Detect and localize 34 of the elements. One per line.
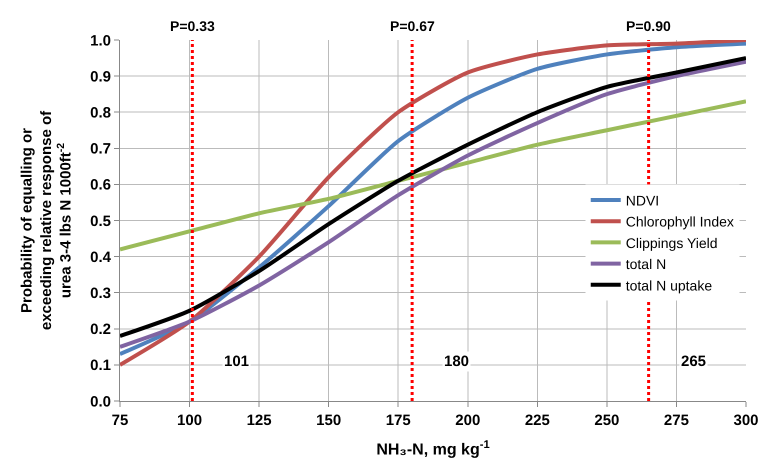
legend-label: Chlorophyll Index (626, 214, 734, 230)
annotation: P=0.90 (626, 18, 671, 34)
x-tick-label: 200 (455, 412, 480, 429)
x-tick-label: 175 (386, 412, 411, 429)
ref-line-label: 101 (224, 353, 250, 370)
legend-label: total N (626, 256, 666, 272)
x-axis-title: NH₃-N, mg kg$^{-1}$ (376, 438, 490, 459)
y-tick-label: 0.7 (90, 140, 111, 158)
y-tick-label: 0.8 (90, 104, 111, 122)
x-tick-label: 225 (524, 412, 550, 429)
ref-line-label: 265 (681, 353, 706, 370)
x-tick-label: 150 (316, 412, 342, 429)
x-tick-label: 250 (594, 412, 620, 429)
x-tick-label: 300 (733, 412, 759, 429)
y-tick-label: 0.2 (90, 321, 111, 338)
legend-label: NDVI (626, 192, 660, 208)
legend-label: Clippings Yield (626, 234, 718, 251)
y-tick-label: 0.6 (90, 176, 111, 194)
line-series (120, 99, 746, 252)
legend-label: total N uptake (626, 277, 712, 294)
y-tick-label: 0.3 (90, 284, 111, 302)
y-tick-label: 0.0 (90, 393, 111, 410)
y-tick-label: 0.1 (90, 357, 111, 374)
ref-line-label: 180 (444, 353, 470, 370)
x-tick-label: 100 (177, 412, 202, 429)
annotation: P=0.67 (390, 18, 435, 34)
x-tick-label: 75 (112, 412, 128, 429)
y-tick-label: 0.4 (90, 248, 112, 266)
x-tick-label: 125 (246, 412, 272, 429)
x-tick-label: 275 (664, 412, 689, 429)
y-tick-label: 0.5 (90, 212, 111, 230)
annotation: P=0.33 (170, 18, 215, 34)
y-tick-label: 1.0 (90, 32, 111, 50)
y-tick-label: 0.9 (90, 68, 111, 86)
